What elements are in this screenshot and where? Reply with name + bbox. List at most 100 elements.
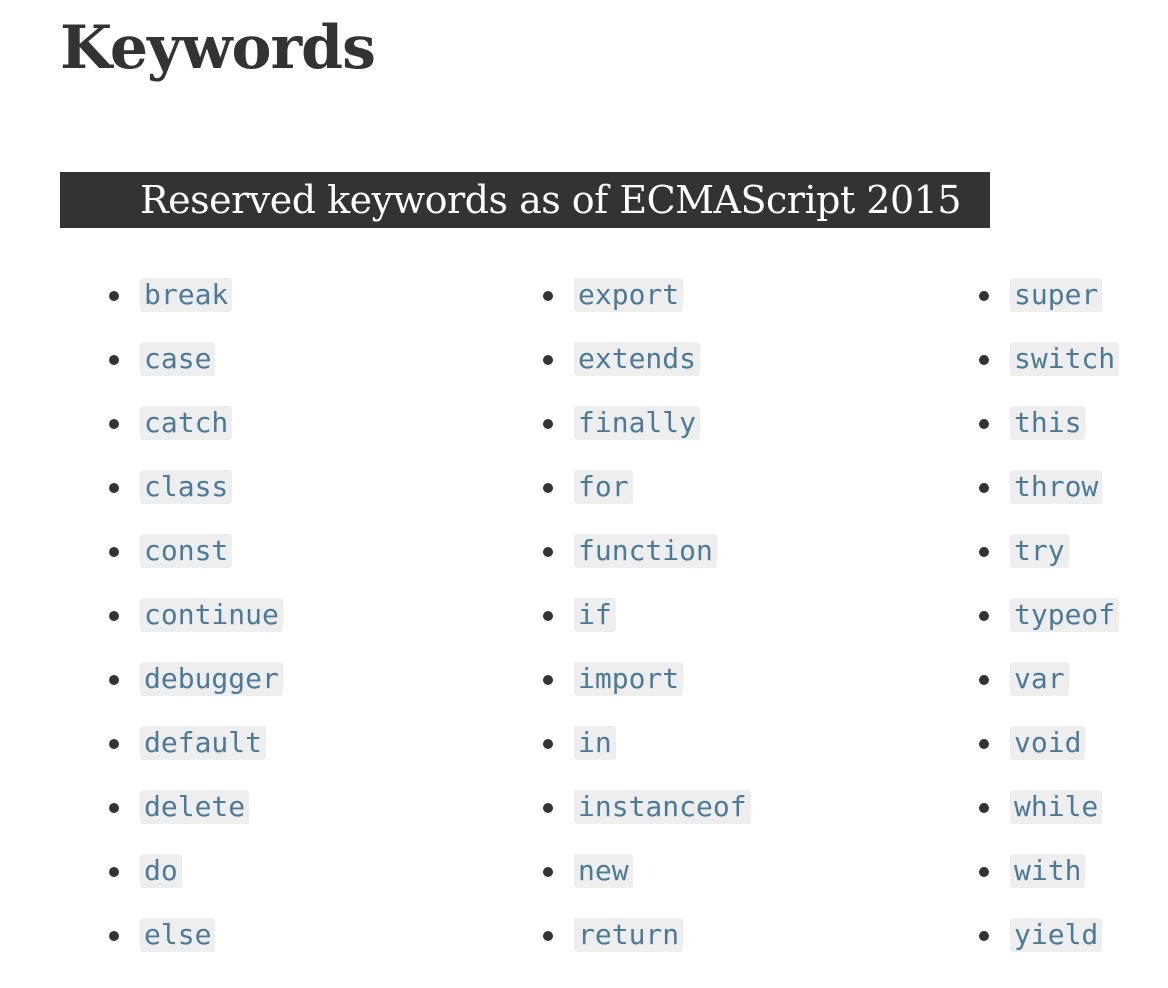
keyword-list-item: while [970,774,1119,838]
keyword-list-item: do [100,838,283,902]
keyword-list-item: function [534,518,751,582]
bullet-icon [543,547,553,557]
keyword-code: const [140,534,233,568]
keyword-list-item: instanceof [534,774,751,838]
bullet-icon [979,483,989,493]
keyword-code: try [1010,534,1069,568]
keyword-list-item: try [970,518,1119,582]
keyword-code: export [574,278,684,312]
bullet-icon [543,355,553,365]
bullet-icon [979,739,989,749]
bullet-icon [109,675,119,685]
keyword-code: default [140,726,267,760]
keyword-list-item: export [534,262,751,326]
bullet-icon [543,291,553,301]
keyword-list-item: with [970,838,1119,902]
keyword-list-item: case [100,326,283,390]
keyword-list-column-3: super switch this throw try typeof var void whil… [970,262,1120,966]
keyword-code: throw [1010,470,1103,504]
bullet-icon [979,419,989,429]
bullet-icon [979,803,989,813]
keyword-list-item: else [100,902,283,966]
keyword-code: import [574,662,684,696]
keyword-code: for [574,470,633,504]
keyword-code: return [574,918,684,952]
keyword-list-item: catch [100,390,283,454]
keyword-list-item: switch [970,326,1120,390]
bullet-icon [543,739,553,749]
keyword-list-item: this [970,390,1119,454]
keyword-code: extends [574,342,701,376]
keyword-code: new [574,854,633,888]
keyword-code: do [140,854,182,888]
keyword-code: typeof [1010,598,1120,632]
keyword-list-column-1: break case catch class const continue debugger… [100,262,283,966]
bullet-icon [979,675,989,685]
keyword-list-item: super [970,262,1119,326]
keyword-list-item: yield [970,902,1119,966]
keyword-code: delete [140,790,250,824]
section-heading: Reserved keywords as of ECMAScript 2015 [60,172,990,228]
bullet-icon [109,739,119,749]
bullet-icon [979,611,989,621]
bullet-icon [543,483,553,493]
keyword-code: this [1010,406,1086,440]
bullet-icon [109,867,119,877]
keyword-list-item: debugger [100,646,283,710]
bullet-icon [543,611,553,621]
keyword-code: while [1010,790,1103,824]
keyword-code: void [1010,726,1086,760]
bullet-icon [979,867,989,877]
keyword-code: instanceof [574,790,751,824]
keyword-list-item: import [534,646,751,710]
keyword-code: function [574,534,717,568]
keyword-list-item: continue [100,582,283,646]
bullet-icon [109,355,119,365]
keyword-list-item: class [100,454,283,518]
keyword-code: if [574,598,616,632]
keyword-code: else [140,918,216,952]
bullet-icon [109,483,119,493]
bullet-icon [109,931,119,941]
keyword-code: continue [140,598,283,632]
bullet-icon [109,291,119,301]
keyword-list-item: var [970,646,1119,710]
bullet-icon [979,547,989,557]
bullet-icon [543,675,553,685]
keyword-list-column-2: export extends finally for function if import i… [534,262,751,966]
bullet-icon [979,291,989,301]
keyword-list-item: break [100,262,283,326]
keyword-code: switch [1010,342,1120,376]
bullet-icon [979,931,989,941]
keyword-code: with [1010,854,1086,888]
bullet-icon [979,355,989,365]
keyword-list-item: throw [970,454,1119,518]
keyword-list-item: return [534,902,751,966]
bullet-icon [109,611,119,621]
keyword-code: case [140,342,216,376]
keyword-list-item: for [534,454,751,518]
keyword-list-item: delete [100,774,283,838]
keyword-code: debugger [140,662,283,696]
keyword-code: catch [140,406,233,440]
page-title: Keywords [60,13,376,83]
keyword-list-item: if [534,582,751,646]
keyword-list-item: typeof [970,582,1120,646]
keyword-code: break [140,278,233,312]
keyword-code: class [140,470,233,504]
keyword-list-item: extends [534,326,751,390]
keyword-list-item: in [534,710,751,774]
keyword-list-item: new [534,838,751,902]
keyword-list-item: finally [534,390,751,454]
bullet-icon [109,803,119,813]
bullet-icon [109,419,119,429]
keyword-code: in [574,726,616,760]
keyword-code: yield [1010,918,1103,952]
bullet-icon [543,931,553,941]
bullet-icon [543,867,553,877]
bullet-icon [109,547,119,557]
keyword-list-item: const [100,518,283,582]
bullet-icon [543,419,553,429]
bullet-icon [543,803,553,813]
keyword-code: var [1010,662,1069,696]
